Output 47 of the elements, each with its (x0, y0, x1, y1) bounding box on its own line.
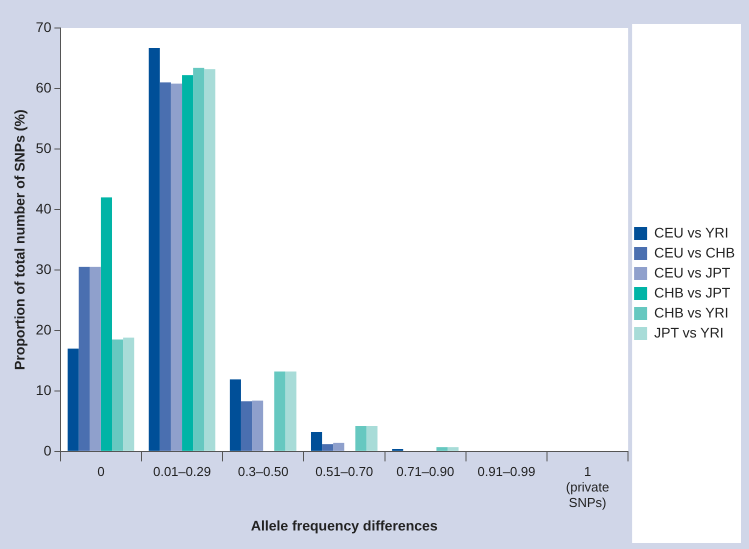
legend-label: JPT vs YRI (654, 324, 724, 340)
legend-label: CEU vs CHB (654, 244, 736, 260)
bar (448, 447, 459, 451)
bar (252, 400, 264, 451)
bar (90, 266, 101, 451)
x-tick-label: 0 (97, 464, 105, 479)
bar (366, 426, 378, 451)
x-tick-label: 0.01–0.29 (153, 464, 211, 479)
bar (112, 340, 124, 451)
y-tick-label: 70 (36, 18, 52, 35)
x-axis-title: Allele frequency differences (250, 517, 438, 534)
bar (182, 75, 194, 451)
bar (240, 401, 252, 451)
x-tick-label: 0.91–0.99 (478, 464, 536, 479)
y-tick-label: 10 (36, 382, 52, 398)
bar (160, 82, 171, 451)
legend-label: CEU vs YRI (654, 224, 729, 240)
legend-label: CEU vs JPT (654, 264, 731, 280)
bar (285, 372, 296, 451)
bar (274, 372, 286, 451)
y-tick-label: 0 (44, 442, 52, 458)
bar (230, 379, 241, 451)
bar (322, 444, 334, 451)
x-tick-label: 0.51–0.70 (315, 464, 374, 479)
x-tick-label: 0.3–0.50 (238, 464, 288, 479)
bar (170, 84, 182, 451)
y-tick-label: 40 (36, 200, 52, 216)
bar (68, 348, 79, 451)
bar (310, 432, 322, 451)
y-axis-title: Proportion of total number of SNPs (%) (11, 109, 28, 370)
bar (333, 442, 344, 451)
legend-label: CHB vs JPT (654, 284, 731, 300)
legend-label: CHB vs YRI (654, 304, 729, 320)
y-tick-label: 60 (36, 79, 52, 96)
y-tick-label: 20 (36, 321, 52, 338)
bar (436, 447, 448, 451)
bar (193, 68, 204, 451)
bar (123, 338, 134, 451)
y-tick-label: 30 (36, 260, 52, 277)
bar (204, 69, 216, 451)
bar (148, 48, 160, 451)
x-tick-label: 1 (private SNPs) (566, 464, 610, 510)
bar (78, 266, 90, 451)
x-tick-label: 0.71–0.90 (396, 464, 454, 479)
y-tick-label: 50 (36, 140, 52, 156)
bar (100, 197, 112, 451)
bar (355, 426, 366, 451)
